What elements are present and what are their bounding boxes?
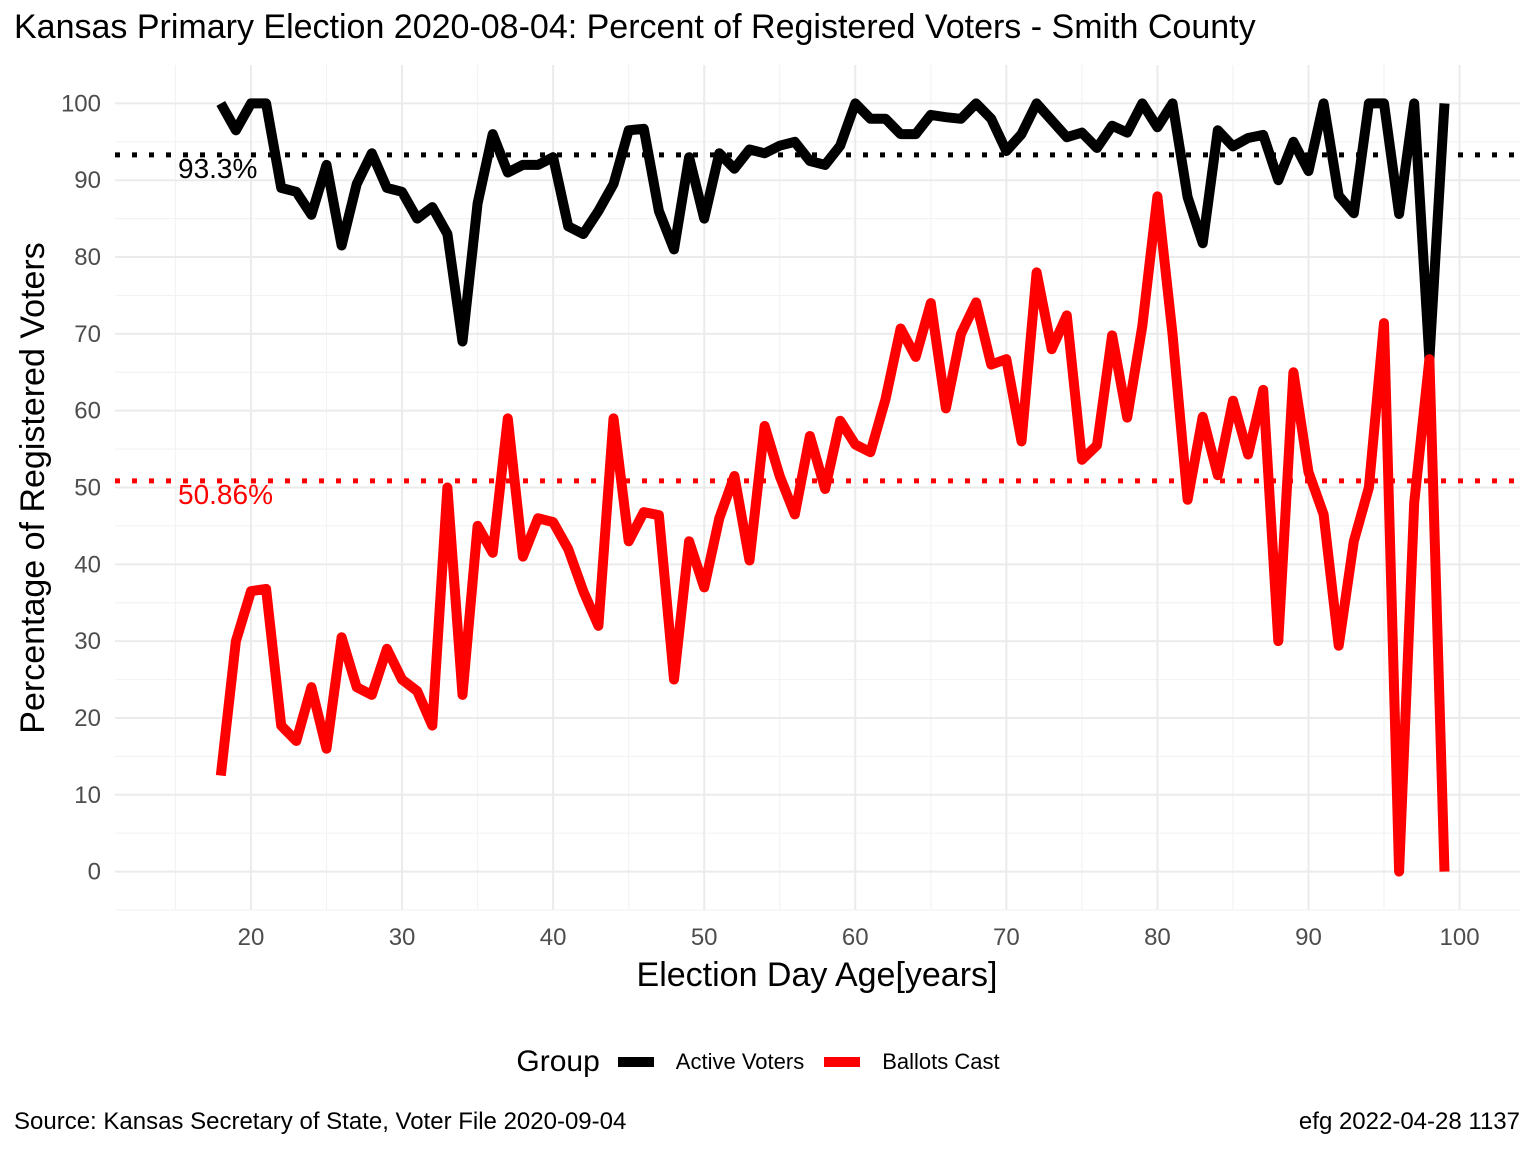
- reference-line-label: 50.86%: [178, 479, 273, 510]
- y-tick-label: 90: [74, 167, 101, 194]
- y-tick-label: 20: [74, 705, 101, 732]
- x-tick-label: 70: [993, 924, 1020, 951]
- y-tick-label: 80: [74, 244, 101, 271]
- x-tick-label: 40: [540, 924, 567, 951]
- y-tick-label: 10: [74, 782, 101, 809]
- reference-line-label: 93.3%: [178, 153, 257, 184]
- x-tick-label: 60: [842, 924, 869, 951]
- reference-labels: 93.3% 50.86%: [178, 153, 273, 510]
- legend-item-ballots-cast: Ballots Cast: [824, 1049, 1000, 1075]
- series-line-ballots-cast: [215, 191, 1450, 877]
- legend-label-ballots-cast: Ballots Cast: [882, 1049, 1000, 1074]
- y-tick-label: 60: [74, 398, 101, 425]
- y-tick-label: 0: [88, 859, 101, 886]
- author-caption: efg 2022-04-28 1137: [1298, 1108, 1520, 1135]
- series-line-active-voters: [216, 98, 1450, 365]
- chart-title: Kansas Primary Election 2020-08-04: Perc…: [14, 8, 1256, 46]
- y-axis-label: Percentage of Registered Voters: [14, 242, 52, 733]
- y-tick-label: 50: [74, 475, 101, 502]
- y-tick-label: 40: [74, 551, 101, 578]
- legend-title: Group: [516, 1045, 600, 1078]
- legend: Group Active Voters Ballots Cast: [0, 1040, 1536, 1084]
- series-lines: [215, 98, 1450, 877]
- y-tick-label: 30: [74, 628, 101, 655]
- x-tick-label: 50: [691, 924, 718, 951]
- x-tick-label: 20: [238, 924, 265, 951]
- x-tick-label: 30: [389, 924, 416, 951]
- x-tick-label: 80: [1144, 924, 1171, 951]
- legend-key-ballots-cast: [824, 1057, 861, 1067]
- y-axis-tick-labels: 0 10 20 30 40 50 60 70 80 90 100: [61, 90, 101, 885]
- x-tick-label: 100: [1440, 924, 1480, 951]
- x-tick-label: 90: [1295, 924, 1322, 951]
- source-caption: Source: Kansas Secretary of State, Voter…: [14, 1108, 627, 1135]
- y-tick-label: 70: [74, 321, 101, 348]
- legend-key-active-voters: [617, 1057, 654, 1067]
- legend-label-active-voters: Active Voters: [675, 1049, 805, 1074]
- y-tick-label: 100: [61, 90, 101, 117]
- x-axis-tick-labels: 20 30 40 50 60 70 80 90 100: [238, 924, 1480, 951]
- x-axis-label: Election Day Age[years]: [637, 956, 998, 994]
- legend-item-active-voters: Active Voters: [617, 1049, 805, 1075]
